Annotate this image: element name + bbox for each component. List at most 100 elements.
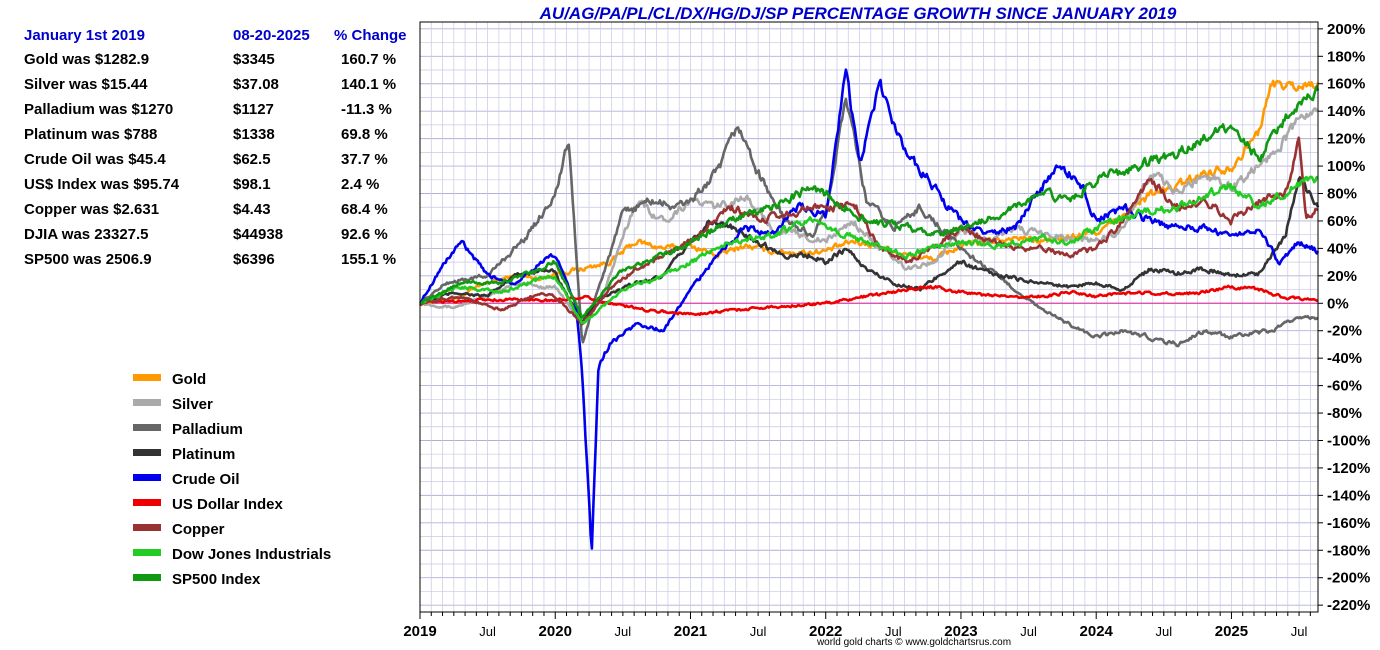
table-cell: 69.8 % <box>341 126 388 143</box>
table-cell: 68.4 % <box>341 201 388 218</box>
plot-frame <box>419 21 1319 613</box>
legend-swatch-platinum <box>133 449 161 456</box>
table-header: January 1st 2019 <box>24 27 145 44</box>
table-header: 08-20-2025 <box>233 27 310 44</box>
y-tick-label: 180% <box>1327 48 1365 65</box>
y-tick-label: 200% <box>1327 21 1365 38</box>
y-tick-label: -120% <box>1327 460 1370 477</box>
x-tick-label: 2021 <box>674 623 707 640</box>
legend-label-silver: Silver <box>172 396 213 413</box>
x-tick-label: Jul <box>479 624 496 639</box>
table-cell: $98.1 <box>233 176 271 193</box>
x-tick-label: Jul <box>1291 624 1308 639</box>
table-cell: 2.4 % <box>341 176 379 193</box>
x-tick-label: 2023 <box>944 623 977 640</box>
legend-label-gold: Gold <box>172 371 206 388</box>
y-axis: 200% 180% 160% 140% 120% 100% 80% 60% 40% 20% 0% -2… <box>1318 21 1370 614</box>
table-cell: 155.1 % <box>341 251 396 268</box>
series-line-dow-jones-industrials <box>419 175 1319 325</box>
y-tick-label: -140% <box>1327 487 1370 504</box>
table-cell: 160.7 % <box>341 51 396 68</box>
price-table: January 1st 2019 08-20-2025 % Change Gold w… <box>24 27 407 268</box>
x-tick-label: Jul <box>1020 624 1037 639</box>
x-tick-label: Jul <box>885 624 902 639</box>
y-tick-label: 160% <box>1327 76 1365 93</box>
table-cell: Copper was $2.631 <box>24 201 159 218</box>
y-tick-label: 140% <box>1327 103 1365 120</box>
legend-label-platinum: Platinum <box>172 446 235 463</box>
y-tick-label: -200% <box>1327 570 1370 587</box>
y-tick-label: 0% <box>1327 295 1349 312</box>
table-cell: $4.43 <box>233 201 271 218</box>
table-cell: $1338 <box>233 126 275 143</box>
table-cell: 37.7 % <box>341 151 388 168</box>
legend-label-us-dollar-index: US Dollar Index <box>172 496 284 513</box>
series-line-crude-oil <box>419 68 1320 550</box>
legend-swatch-palladium <box>133 424 161 431</box>
x-tick-label: 2024 <box>1080 623 1114 640</box>
legend-label-dow-jones-industrials: Dow Jones Industrials <box>172 546 331 563</box>
table-cell: -11.3 % <box>341 101 392 118</box>
legend-swatch-us-dollar-index <box>133 499 161 506</box>
table-cell: $1127 <box>233 101 274 118</box>
table-cell: $37.08 <box>233 76 279 93</box>
table-cell: Silver was $15.44 <box>24 76 148 93</box>
table-cell: Gold was $1282.9 <box>24 51 149 68</box>
y-tick-label: -220% <box>1327 597 1370 614</box>
series-line-us-dollar-index <box>419 284 1319 317</box>
y-tick-label: 60% <box>1327 213 1357 230</box>
table-cell: Platinum was $788 <box>24 126 157 143</box>
series-line-palladium <box>419 97 1319 348</box>
gridlines <box>419 22 1318 612</box>
y-tick-label: 120% <box>1327 131 1365 148</box>
y-tick-label: -40% <box>1327 350 1362 367</box>
legend-swatch-crude-oil <box>133 474 161 481</box>
series-line-copper <box>419 136 1319 326</box>
legend-label-copper: Copper <box>172 521 225 538</box>
table-header: % Change <box>334 27 407 44</box>
table-cell: DJIA was 23327.5 <box>24 226 149 243</box>
y-tick-label: -20% <box>1327 323 1362 340</box>
table-cell: $6396 <box>233 251 275 268</box>
series-line-silver <box>418 107 1319 325</box>
table-cell: 92.6 % <box>341 226 388 243</box>
y-tick-label: 20% <box>1327 268 1357 285</box>
legend-label-sp500-index: SP500 Index <box>172 571 261 588</box>
legend-swatch-sp500-index <box>133 574 161 581</box>
y-tick-label: -160% <box>1327 515 1370 532</box>
legend-swatch-dow-jones-industrials <box>133 549 161 556</box>
table-cell: US$ Index was $95.74 <box>24 176 180 193</box>
table-cell: $44938 <box>233 226 283 243</box>
table-cell: $3345 <box>233 51 275 68</box>
y-tick-label: 80% <box>1327 186 1357 203</box>
series-line-sp500-index <box>419 85 1320 319</box>
legend: Gold Silver Palladium Platinum Crude Oil US D… <box>133 371 331 588</box>
table-cell: Crude Oil was $45.4 <box>24 151 166 168</box>
legend-swatch-gold <box>133 374 161 381</box>
y-tick-label: -100% <box>1327 432 1370 449</box>
y-tick-label: -80% <box>1327 405 1362 422</box>
legend-label-palladium: Palladium <box>172 421 243 438</box>
table-cell: 140.1 % <box>341 76 396 93</box>
x-tick-label: 2022 <box>809 623 842 640</box>
series-lines <box>418 68 1320 550</box>
legend-swatch-silver <box>133 399 161 406</box>
x-tick-label: 2020 <box>539 623 572 640</box>
x-tick-label: Jul <box>1156 624 1173 639</box>
chart-title: AU/AG/PA/PL/CL/DX/HG/DJ/SP PERCENTAGE GR… <box>539 4 1177 23</box>
table-cell: SP500 was 2506.9 <box>24 251 152 268</box>
x-tick-label: 2025 <box>1215 623 1248 640</box>
y-tick-label: 40% <box>1327 240 1357 257</box>
x-tick-label: Jul <box>615 624 632 639</box>
table-cell: $62.5 <box>233 151 271 168</box>
x-tick-label: 2019 <box>403 623 436 640</box>
legend-label-crude-oil: Crude Oil <box>172 471 240 488</box>
x-axis: 2019 Jul 2020 Jul 2021 Jul 2022 Jul 2023 Jul 2024 J… <box>403 612 1311 640</box>
y-tick-label: -180% <box>1327 542 1370 559</box>
table-cell: Palladium was $1270 <box>24 101 173 118</box>
x-tick-label: Jul <box>750 624 767 639</box>
y-tick-label: -60% <box>1327 378 1362 395</box>
y-tick-label: 100% <box>1327 158 1365 175</box>
chart-credit: world gold charts © www.goldchartsrus.co… <box>816 637 1011 648</box>
